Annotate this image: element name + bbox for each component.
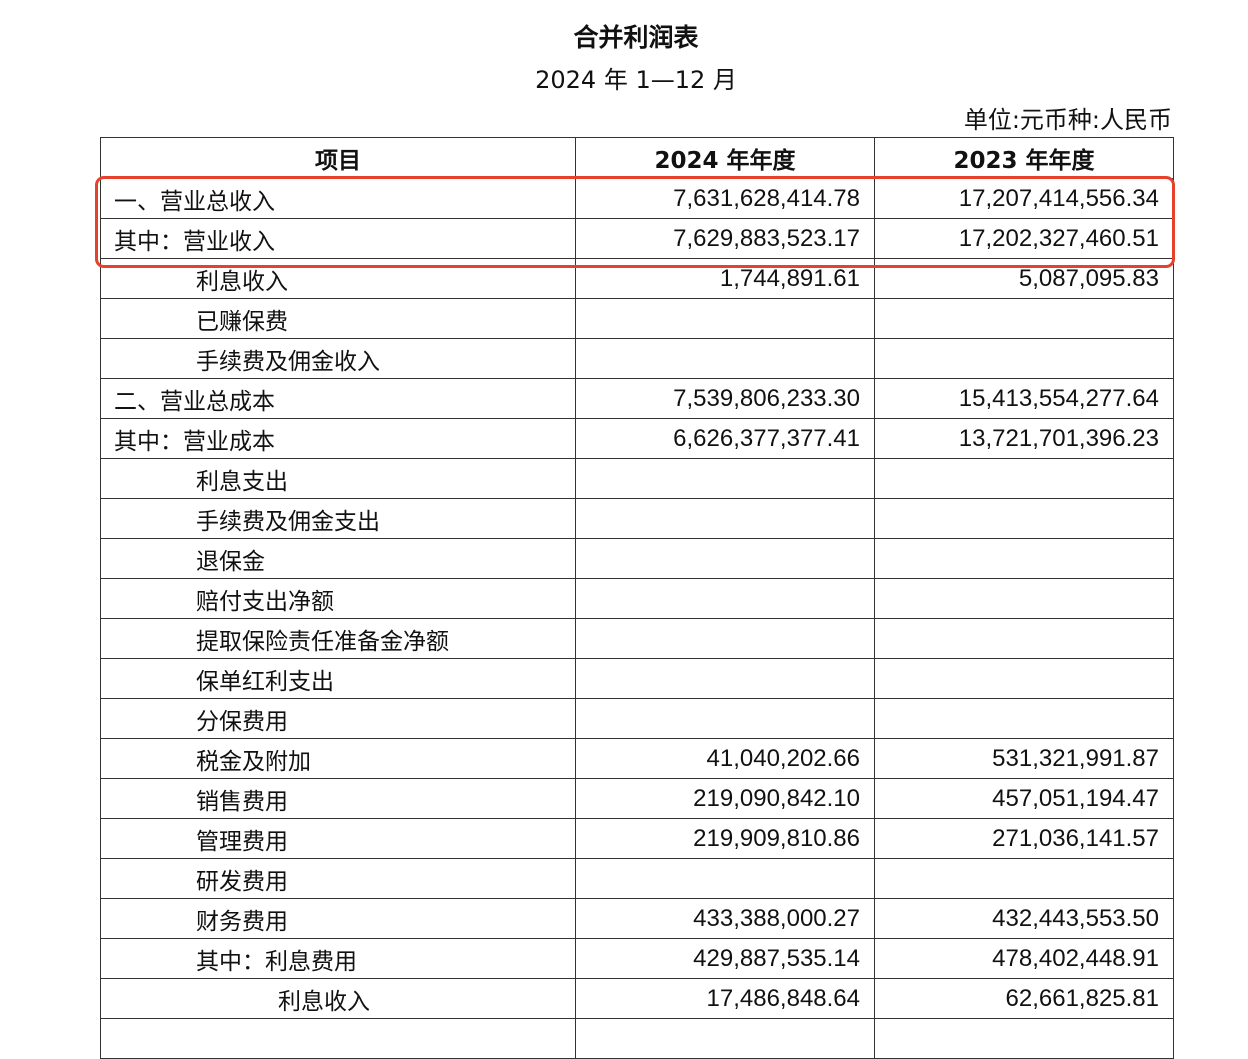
value-2023 <box>874 538 1174 579</box>
table-row: 已赚保费 <box>100 298 1174 339</box>
value-2023 <box>874 658 1174 699</box>
table-row: 其中：营业成本 6,626,377,377.41 13,721,701,396.23 <box>100 418 1174 459</box>
value-2023 <box>874 698 1174 739</box>
row-item-label: 已赚保费 <box>100 298 576 339</box>
row-item-label: 赔付支出净额 <box>100 578 576 619</box>
value-2024 <box>575 498 875 539</box>
value-2024 <box>575 298 875 339</box>
table-row: 税金及附加 41,040,202.66 531,321,991.87 <box>100 738 1174 779</box>
row-item-label: 管理费用 <box>100 818 576 859</box>
row-item-label: 提取保险责任准备金净额 <box>100 618 576 659</box>
value-2023 <box>874 618 1174 659</box>
value-2024: 7,539,806,233.30 <box>575 378 875 419</box>
value-2023 <box>874 1018 1174 1059</box>
row-item-label: 研发费用 <box>100 858 576 899</box>
row-item-label: 退保金 <box>100 538 576 579</box>
row-item-label <box>100 1018 576 1059</box>
value-2024 <box>575 1018 875 1059</box>
row-item-label: 利息收入 <box>100 258 576 299</box>
row-item-label: 二、营业总成本 <box>100 378 576 419</box>
row-item-label: 一、营业总收入 <box>100 178 576 219</box>
table-row: 管理费用 219,909,810.86 271,036,141.57 <box>100 818 1174 859</box>
table-row <box>100 1018 1174 1059</box>
value-2024: 219,909,810.86 <box>575 818 875 859</box>
income-statement-table: 项目 2024 年年度 2023 年年度 一、营业总收入 7,631,628,41… <box>100 137 1174 1059</box>
table-row: 利息收入 17,486,848.64 62,661,825.81 <box>100 978 1174 1019</box>
value-2023: 5,087,095.83 <box>874 258 1174 299</box>
column-header-2024: 2024 年年度 <box>575 137 875 179</box>
value-2023 <box>874 298 1174 339</box>
table-row: 二、营业总成本 7,539,806,233.30 15,413,554,277.64 <box>100 378 1174 419</box>
header-row: 项目 2024 年年度 2023 年年度 <box>100 137 1174 179</box>
statement-period: 2024 年 1—12 月 <box>535 66 737 94</box>
statement-title: 合并利润表 <box>573 23 699 52</box>
value-2023: 531,321,991.87 <box>874 738 1174 779</box>
value-2023: 478,402,448.91 <box>874 938 1174 979</box>
value-2024 <box>575 538 875 579</box>
row-item-label: 保单红利支出 <box>100 658 576 699</box>
value-2024: 1,744,891.61 <box>575 258 875 299</box>
value-2023 <box>874 858 1174 899</box>
value-2024: 7,629,883,523.17 <box>575 218 875 259</box>
row-item-label: 销售费用 <box>100 778 576 819</box>
value-2023: 271,036,141.57 <box>874 818 1174 859</box>
value-2024 <box>575 618 875 659</box>
value-2023 <box>874 458 1174 499</box>
value-2024 <box>575 338 875 379</box>
row-item-label: 利息收入 <box>100 978 576 1019</box>
table-row: 分保费用 <box>100 698 1174 739</box>
table-row: 一、营业总收入 7,631,628,414.78 17,207,414,556.34 <box>100 178 1174 219</box>
value-2023 <box>874 498 1174 539</box>
row-item-label: 财务费用 <box>100 898 576 939</box>
value-2023 <box>874 338 1174 379</box>
row-item-label: 手续费及佣金收入 <box>100 338 576 379</box>
table-row: 提取保险责任准备金净额 <box>100 618 1174 659</box>
value-2024 <box>575 458 875 499</box>
value-2024: 219,090,842.10 <box>575 778 875 819</box>
value-2023: 62,661,825.81 <box>874 978 1174 1019</box>
value-2024 <box>575 578 875 619</box>
value-2023: 13,721,701,396.23 <box>874 418 1174 459</box>
row-item-label: 利息支出 <box>100 458 576 499</box>
table-row: 赔付支出净额 <box>100 578 1174 619</box>
table-row: 利息支出 <box>100 458 1174 499</box>
row-item-label: 手续费及佣金支出 <box>100 498 576 539</box>
value-2024: 17,486,848.64 <box>575 978 875 1019</box>
row-item-label: 分保费用 <box>100 698 576 739</box>
table-row: 利息收入 1,744,891.61 5,087,095.83 <box>100 258 1174 299</box>
row-item-label: 其中：营业成本 <box>100 418 576 459</box>
value-2023 <box>874 578 1174 619</box>
value-2023: 15,413,554,277.64 <box>874 378 1174 419</box>
table-row: 其中：利息费用 429,887,535.14 478,402,448.91 <box>100 938 1174 979</box>
row-item-label: 其中：营业收入 <box>100 218 576 259</box>
currency-unit: 单位:元币种:人民币 <box>963 106 1172 134</box>
value-2023: 17,207,414,556.34 <box>874 178 1174 219</box>
value-2024 <box>575 658 875 699</box>
value-2023: 432,443,553.50 <box>874 898 1174 939</box>
table-row: 销售费用 219,090,842.10 457,051,194.47 <box>100 778 1174 819</box>
table-row: 财务费用 433,388,000.27 432,443,553.50 <box>100 898 1174 939</box>
table-row: 手续费及佣金收入 <box>100 338 1174 379</box>
value-2024 <box>575 698 875 739</box>
column-header-item: 项目 <box>100 137 576 179</box>
table-row: 其中：营业收入 7,629,883,523.17 17,202,327,460.51 <box>100 218 1174 259</box>
value-2024: 7,631,628,414.78 <box>575 178 875 219</box>
value-2024: 433,388,000.27 <box>575 898 875 939</box>
table-row: 保单红利支出 <box>100 658 1174 699</box>
value-2024 <box>575 858 875 899</box>
value-2023: 17,202,327,460.51 <box>874 218 1174 259</box>
value-2024: 429,887,535.14 <box>575 938 875 979</box>
value-2024: 6,626,377,377.41 <box>575 418 875 459</box>
row-item-label: 税金及附加 <box>100 738 576 779</box>
column-header-2023: 2023 年年度 <box>874 137 1174 179</box>
row-item-label: 其中：利息费用 <box>100 938 576 979</box>
table-row: 研发费用 <box>100 858 1174 899</box>
value-2023: 457,051,194.47 <box>874 778 1174 819</box>
table-row: 退保金 <box>100 538 1174 579</box>
table-row: 手续费及佣金支出 <box>100 498 1174 539</box>
value-2024: 41,040,202.66 <box>575 738 875 779</box>
